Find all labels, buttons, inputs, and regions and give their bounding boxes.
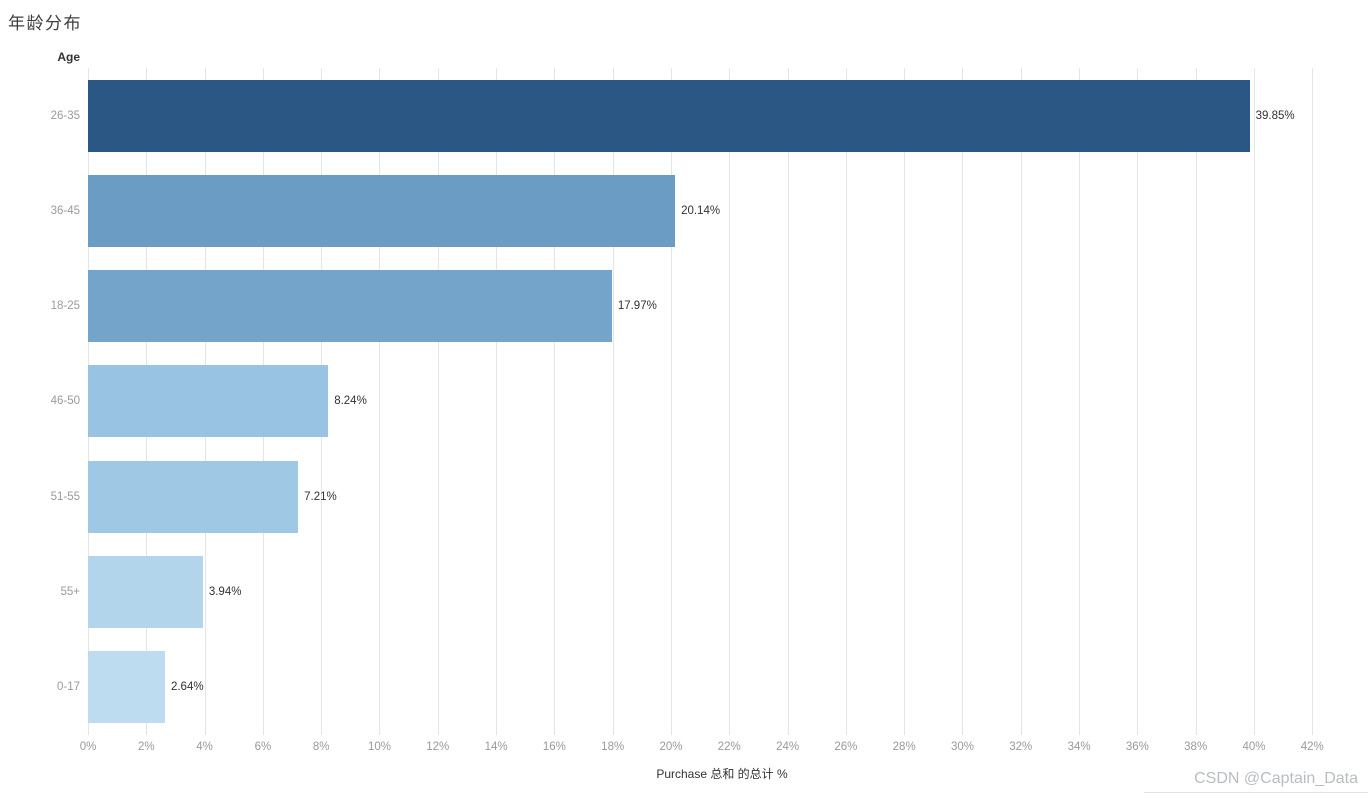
plot-area: 39.85% 20.14% 17.97% 8.24% 7.21% 3.94% 2.64% — [88, 68, 1356, 735]
gridline — [1020, 68, 1022, 735]
bar-row: 8.24% — [88, 354, 1356, 449]
gridline — [845, 68, 847, 735]
category-label: 26-35 — [50, 109, 80, 122]
gridline — [670, 68, 672, 735]
bar-value-label: 17.97% — [617, 300, 657, 313]
x-tick-label: 16% — [542, 741, 566, 753]
bar-row: 2.64% — [88, 640, 1356, 735]
x-axis-title: Purchase 总和 的总计 % — [656, 767, 788, 781]
gridline — [1253, 68, 1255, 735]
gridline — [787, 68, 789, 735]
bar[interactable] — [88, 651, 165, 724]
bar[interactable] — [88, 79, 1250, 152]
bar-value-label: 2.64% — [170, 681, 204, 694]
x-tick-label: 40% — [1242, 741, 1266, 753]
bar-value-label: 39.85% — [1255, 109, 1295, 122]
bar-row: 17.97% — [88, 259, 1356, 354]
chart-title: 年龄分布 — [8, 14, 82, 34]
bar[interactable] — [88, 174, 676, 247]
gridline — [437, 68, 439, 735]
x-tick-label: 28% — [892, 741, 916, 753]
x-tick-label: 36% — [1125, 741, 1149, 753]
x-tick-label: 18% — [601, 741, 625, 753]
bar-value-label: 8.24% — [334, 395, 367, 408]
x-tick-label: 14% — [484, 741, 508, 753]
gridline — [904, 68, 906, 735]
category-label: 51-55 — [50, 490, 80, 503]
gridline — [612, 68, 614, 735]
bar-value-label: 7.21% — [304, 490, 337, 503]
bar-row: 20.14% — [88, 163, 1356, 258]
gridline — [1079, 68, 1081, 735]
x-tick-label: 34% — [1067, 741, 1091, 753]
x-tick-label: 26% — [834, 741, 858, 753]
x-tick-label: 4% — [196, 741, 213, 753]
x-tick-label: 32% — [1009, 741, 1033, 753]
gridline — [554, 68, 556, 735]
category-label: 55+ — [60, 586, 80, 599]
x-tick-label: 0% — [79, 741, 97, 753]
x-tick-label: 30% — [950, 741, 974, 753]
bar-value-label: 20.14% — [681, 204, 721, 217]
gridline — [729, 68, 731, 735]
bar[interactable] — [88, 270, 612, 343]
category-label: 36-45 — [50, 204, 80, 217]
bar-row: 3.94% — [88, 544, 1356, 639]
bar-value-label: 3.94% — [208, 586, 242, 599]
bar-rows: 39.85% 20.14% 17.97% 8.24% 7.21% 3.94% 2.64% — [88, 68, 1356, 735]
x-axis-tick-labels: 0% 2% 4% 6% 8% 10% 12% 14% 16% 18% 20% 22% 24% 26% 28%… — [80, 741, 1356, 757]
x-tick-label: 10% — [367, 741, 391, 753]
x-tick-label: 12% — [426, 741, 450, 753]
x-tick-label: 42% — [1300, 741, 1324, 753]
x-tick-label: 24% — [776, 741, 800, 753]
x-tick-label: 6% — [254, 741, 272, 753]
gridline — [962, 68, 964, 735]
gridline — [1137, 68, 1139, 735]
csdn-watermark: CSDN @Captain_Data — [1194, 770, 1358, 787]
gridline — [1312, 68, 1314, 735]
x-tick-label: 20% — [659, 741, 683, 753]
category-label: 46-50 — [50, 395, 80, 408]
category-label: 0-17 — [56, 681, 80, 694]
bar-row: 7.21% — [88, 449, 1356, 544]
x-tick-label: 38% — [1184, 741, 1208, 753]
x-tick-label: 22% — [717, 741, 741, 753]
watermark-underline — [1144, 792, 1368, 793]
bar-row: 39.85% — [88, 68, 1356, 163]
row-field-label: Age — [57, 50, 80, 64]
category-label: 18-25 — [50, 300, 80, 313]
gridline — [496, 68, 498, 735]
x-tick-label: 2% — [137, 741, 155, 753]
gridline — [379, 68, 381, 735]
x-tick-label: 8% — [312, 741, 330, 753]
bar[interactable] — [88, 365, 329, 438]
bar[interactable] — [88, 460, 299, 533]
category-label-column: 26-35 36-45 18-25 46-50 51-55 55+ 0-17 — [0, 68, 80, 735]
gridline — [1195, 68, 1197, 735]
bar[interactable] — [88, 556, 203, 629]
